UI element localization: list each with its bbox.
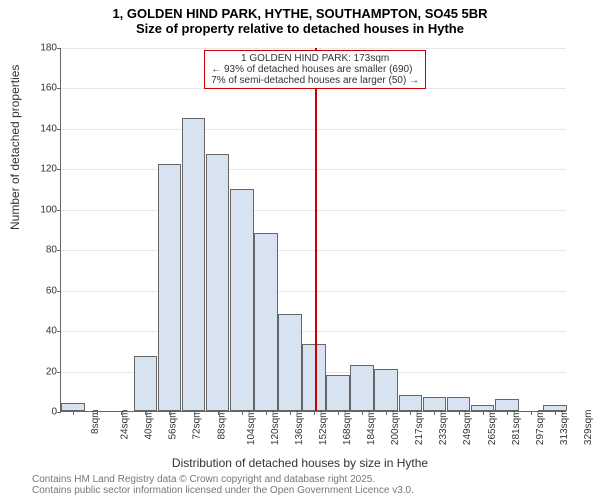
gridline [61, 48, 566, 49]
xtick-label: 297sqm [535, 410, 546, 446]
ytick-label: 140 [27, 123, 57, 134]
bar [134, 356, 158, 411]
footer-line-2: Contains public sector information licen… [32, 485, 414, 496]
ytick-mark [57, 412, 61, 413]
xtick-mark [73, 411, 74, 415]
xtick-mark [531, 411, 532, 415]
xtick-label: 217sqm [414, 410, 425, 446]
callout-line: 7% of semi-detached houses are larger (5… [211, 75, 419, 86]
callout-line: 1 GOLDEN HIND PARK: 173sqm [211, 53, 419, 64]
bar [326, 375, 350, 411]
xtick-label: 265sqm [487, 410, 498, 446]
x-axis-label: Distribution of detached houses by size … [0, 456, 600, 470]
xtick-label: 184sqm [366, 410, 377, 446]
reference-line [315, 48, 317, 411]
xtick-mark [386, 411, 387, 415]
xtick-mark [194, 411, 195, 415]
footer-line-1: Contains HM Land Registry data © Crown c… [32, 474, 414, 485]
xtick-mark [434, 411, 435, 415]
xtick-label: 329sqm [583, 410, 594, 446]
gridline [61, 169, 566, 170]
gridline [61, 291, 566, 292]
ytick-label: 40 [27, 326, 57, 337]
xtick-mark [169, 411, 170, 415]
xtick-mark [459, 411, 460, 415]
gridline [61, 331, 566, 332]
bar [302, 344, 326, 411]
ytick-label: 180 [27, 43, 57, 54]
bar [61, 403, 85, 411]
bar [495, 399, 519, 411]
ytick-label: 0 [27, 407, 57, 418]
ytick-label: 20 [27, 366, 57, 377]
footer-attribution: Contains HM Land Registry data © Crown c… [32, 474, 414, 496]
bar [206, 154, 230, 411]
ytick-mark [57, 88, 61, 89]
bar [254, 233, 278, 411]
xtick-mark [218, 411, 219, 415]
xtick-mark [507, 411, 508, 415]
bar [374, 369, 398, 411]
ytick-mark [57, 169, 61, 170]
plot-area: 0204060801001201401601808sqm24sqm40sqm56… [60, 48, 566, 412]
ytick-mark [57, 129, 61, 130]
xtick-mark [362, 411, 363, 415]
ytick-mark [57, 250, 61, 251]
xtick-mark [483, 411, 484, 415]
bar [447, 397, 471, 411]
ytick-label: 100 [27, 204, 57, 215]
ytick-mark [57, 291, 61, 292]
xtick-label: 168sqm [342, 410, 353, 446]
gridline [61, 129, 566, 130]
xtick-mark [410, 411, 411, 415]
bar [350, 365, 374, 412]
ytick-label: 120 [27, 164, 57, 175]
ytick-mark [57, 48, 61, 49]
ytick-mark [57, 372, 61, 373]
xtick-mark [145, 411, 146, 415]
bar [423, 397, 447, 411]
xtick-label: 249sqm [463, 410, 474, 446]
xtick-label: 281sqm [511, 410, 522, 446]
callout-box: 1 GOLDEN HIND PARK: 173sqm← 93% of detac… [204, 50, 426, 89]
ytick-label: 160 [27, 83, 57, 94]
bar [399, 395, 423, 411]
xtick-mark [314, 411, 315, 415]
xtick-label: 120sqm [270, 410, 281, 446]
title-line-1: 1, GOLDEN HIND PARK, HYTHE, SOUTHAMPTON,… [0, 6, 600, 21]
ytick-label: 60 [27, 285, 57, 296]
ytick-mark [57, 210, 61, 211]
xtick-label: 200sqm [390, 410, 401, 446]
xtick-label: 136sqm [294, 410, 305, 446]
xtick-mark [338, 411, 339, 415]
gridline [61, 210, 566, 211]
xtick-mark [266, 411, 267, 415]
xtick-label: 313sqm [559, 410, 570, 446]
xtick-mark [555, 411, 556, 415]
xtick-mark [290, 411, 291, 415]
chart-title: 1, GOLDEN HIND PARK, HYTHE, SOUTHAMPTON,… [0, 0, 600, 36]
bar [158, 164, 182, 411]
xtick-label: 233sqm [438, 410, 449, 446]
xtick-label: 152sqm [318, 410, 329, 446]
ytick-label: 80 [27, 245, 57, 256]
ytick-mark [57, 331, 61, 332]
xtick-mark [121, 411, 122, 415]
bar [182, 118, 206, 411]
xtick-label: 104sqm [246, 410, 257, 446]
xtick-mark [97, 411, 98, 415]
y-axis-label: Number of detached properties [8, 65, 22, 230]
xtick-label: 8sqm [90, 410, 101, 434]
callout-line: ← 93% of detached houses are smaller (69… [211, 64, 419, 75]
gridline [61, 250, 566, 251]
xtick-mark [242, 411, 243, 415]
bar [278, 314, 302, 411]
title-line-2: Size of property relative to detached ho… [0, 21, 600, 36]
bar [230, 189, 254, 411]
